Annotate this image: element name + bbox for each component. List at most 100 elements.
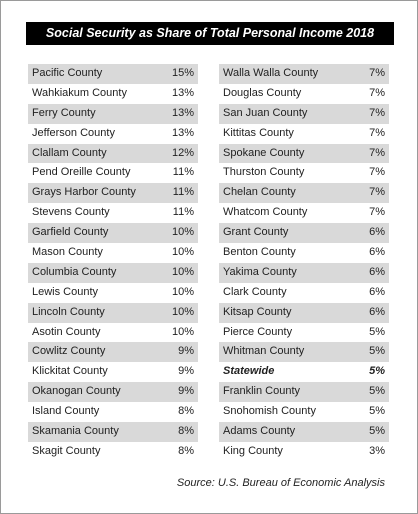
share-value: 13%: [171, 106, 194, 119]
county-name: Thurston County: [223, 166, 305, 179]
county-name: San Juan County: [223, 106, 308, 119]
county-name: Franklin County: [223, 385, 301, 398]
table-row: Grays Harbor County 11%: [28, 183, 198, 204]
table-row: Clallam County 12%: [28, 143, 198, 164]
table-row: Okanogan County 9%: [28, 382, 198, 403]
county-name: Pierce County: [223, 325, 293, 338]
county-name: Adams County: [223, 425, 296, 438]
county-name: Stevens County: [32, 206, 110, 219]
share-value: 8%: [178, 425, 194, 438]
county-name: Lincoln County: [32, 305, 105, 318]
share-value: 8%: [178, 405, 194, 418]
table-row: Lincoln County 10%: [28, 302, 198, 323]
table-row: Skamania County 8%: [28, 422, 198, 442]
county-name: Whitman County: [223, 345, 305, 358]
table-row: Franklin County 5%: [219, 382, 389, 403]
share-value: 5%: [369, 405, 385, 418]
table-row: King County 3%: [219, 442, 389, 462]
county-name: Pacific County: [32, 67, 103, 79]
county-name: Clark County: [223, 285, 287, 298]
table-row: Stevens County 11%: [28, 203, 198, 223]
share-value: 7%: [369, 186, 385, 199]
county-name: Columbia County: [32, 265, 117, 278]
county-name: Grant County: [223, 226, 289, 239]
table-row: San Juan County 7%: [219, 103, 389, 124]
table-row: Walla Walla County 7%: [219, 64, 389, 84]
county-name: Skagit County: [32, 444, 101, 457]
share-value: 10%: [171, 246, 194, 259]
table-row: Benton County 6%: [219, 243, 389, 263]
table-row: Kittitas County 7%: [219, 124, 389, 144]
county-name: Klickitat County: [32, 365, 108, 378]
share-value: 10%: [171, 285, 194, 298]
county-name: Spokane County: [223, 146, 305, 159]
table-row: Garfield County 10%: [28, 223, 198, 244]
table-row: Ferry County 13%: [28, 103, 198, 124]
table-row: Whitman County 5%: [219, 342, 389, 363]
county-name: Asotin County: [32, 325, 101, 338]
share-value: 6%: [369, 246, 385, 259]
table-row: Kitsap County 6%: [219, 302, 389, 323]
table-row: Cowlitz County 9%: [28, 342, 198, 363]
share-value: 9%: [178, 345, 194, 358]
county-name: Douglas County: [223, 86, 302, 99]
share-value: 5%: [369, 345, 385, 358]
county-name: Snohomish County: [223, 405, 316, 418]
share-value: 10%: [171, 325, 194, 338]
table-row: Grant County 6%: [219, 223, 389, 244]
share-value: 13%: [171, 126, 194, 139]
county-name: Mason County: [32, 246, 103, 259]
share-value: 7%: [369, 206, 385, 219]
table-row: Columbia County 10%: [28, 262, 198, 283]
share-value: 6%: [369, 305, 385, 318]
county-name: Cowlitz County: [32, 345, 106, 358]
table-row: Lewis County 10%: [28, 283, 198, 303]
county-name: Skamania County: [32, 425, 119, 438]
share-value: 10%: [171, 305, 194, 318]
table-row: Spokane County 7%: [219, 143, 389, 164]
share-value: 7%: [369, 106, 385, 119]
table-row: Island County 8%: [28, 402, 198, 422]
table-row: Thurston County 7%: [219, 163, 389, 183]
county-name: Chelan County: [223, 186, 296, 199]
table-row: Pacific County 15%: [28, 64, 198, 84]
table: Pacific County 15% Wahkiakum County 13% Ferr…: [28, 64, 198, 462]
county-name: Wahkiakum County: [32, 86, 127, 99]
share-value: 10%: [171, 265, 194, 278]
share-value: 5%: [369, 385, 385, 398]
share-value: 6%: [369, 265, 385, 278]
share-value: 12%: [171, 146, 194, 159]
table-row: Jefferson County 13%: [28, 124, 198, 144]
share-value: 5%: [369, 365, 385, 378]
table-row: Asotin County 10%: [28, 323, 198, 343]
table-row: Adams County 5%: [219, 422, 389, 442]
table-row: Snohomish County 5%: [219, 402, 389, 422]
county-name: Pend Oreille County: [32, 166, 131, 179]
share-value: 7%: [369, 86, 385, 99]
county-name: Garfield County: [32, 226, 109, 239]
share-value: 7%: [369, 146, 385, 159]
table: Walla Walla County 7% Douglas County 7% San …: [219, 64, 389, 462]
table-row: Mason County 10%: [28, 243, 198, 263]
table-row: Pend Oreille County 11%: [28, 163, 198, 183]
share-value: 8%: [178, 444, 194, 457]
share-value: 11%: [172, 206, 194, 219]
share-value: 3%: [369, 444, 385, 457]
share-value: 9%: [178, 385, 194, 398]
title: Social Security as Share of Total Person…: [26, 22, 394, 45]
share-value: 10%: [171, 226, 194, 239]
county-name: Kittitas County: [223, 126, 294, 139]
share-value: 7%: [369, 166, 385, 179]
table-row: Chelan County 7%: [219, 183, 389, 204]
county-name: Benton County: [223, 246, 296, 259]
table-row: Clark County 6%: [219, 283, 389, 303]
table-row: Wahkiakum County 13%: [28, 84, 198, 104]
county-name: Statewide: [223, 365, 275, 378]
table-row: Yakima County 6%: [219, 262, 389, 283]
share-value: 11%: [172, 166, 194, 179]
county-name: Jefferson County: [32, 126, 115, 139]
table-row: Douglas County 7%: [219, 84, 389, 104]
table-row: Klickitat County 9%: [28, 362, 198, 382]
share-value: 5%: [369, 325, 385, 338]
